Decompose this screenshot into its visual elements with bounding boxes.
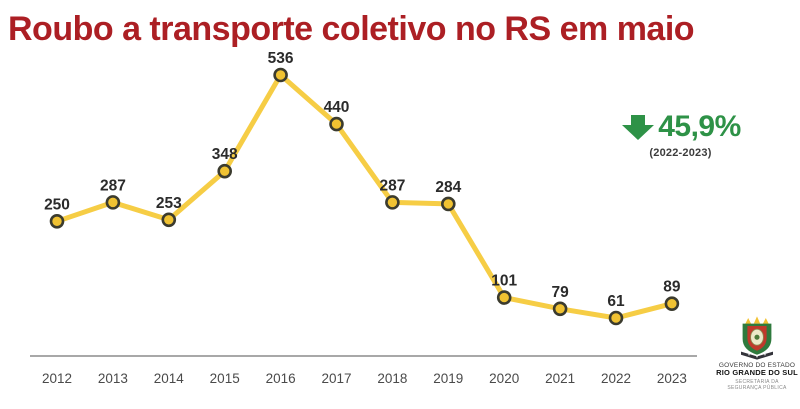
data-label: 250 xyxy=(44,196,70,213)
data-label: 101 xyxy=(491,273,517,290)
data-point xyxy=(273,67,288,83)
x-tick-label: 2016 xyxy=(266,371,296,386)
data-point xyxy=(329,116,344,132)
data-point xyxy=(385,195,400,210)
chart-title: Roubo a transporte coletivo no RS em mai… xyxy=(8,10,695,48)
government-logo: GOVERNO DO ESTADO RIO GRANDE DO SUL SECR… xyxy=(716,316,798,392)
rs-coat-of-arms-icon xyxy=(741,316,773,360)
x-tick-label: 2020 xyxy=(489,371,519,386)
x-tick-label: 2012 xyxy=(42,371,72,386)
data-point xyxy=(608,310,624,326)
x-tick-label: 2017 xyxy=(321,371,351,386)
stat-row: 45,9% xyxy=(618,110,743,144)
data-point xyxy=(664,296,680,311)
x-tick-label: 2015 xyxy=(210,371,240,386)
data-point xyxy=(552,301,568,317)
data-label: 348 xyxy=(212,146,238,163)
x-tick-label: 2023 xyxy=(657,371,687,386)
data-label: 253 xyxy=(156,195,182,212)
logo-text-governo: GOVERNO DO ESTADO xyxy=(718,362,796,369)
x-tick-label: 2013 xyxy=(98,371,128,386)
data-point xyxy=(105,195,121,210)
data-label: 61 xyxy=(607,293,625,310)
x-tick-label: 2018 xyxy=(377,371,407,386)
data-label: 287 xyxy=(100,177,126,194)
data-label: 536 xyxy=(268,50,294,67)
line-series xyxy=(54,72,675,321)
x-tick-label: 2021 xyxy=(545,371,575,386)
data-label: 284 xyxy=(435,179,461,196)
logo-text-seguranca: SEGURANÇA PÚBLICA xyxy=(727,384,787,391)
data-point xyxy=(49,214,65,229)
data-label: 89 xyxy=(663,279,681,296)
x-tick-label: 2019 xyxy=(433,371,463,386)
data-point xyxy=(440,196,456,212)
data-point xyxy=(496,290,512,305)
x-tick-label: 2022 xyxy=(601,371,631,386)
logo-text-secretaria: SECRETARIA DA xyxy=(735,379,779,386)
x-tick-label: 2014 xyxy=(154,371,185,386)
stat-value: 45,9% xyxy=(658,110,741,143)
data-label: 79 xyxy=(551,284,569,301)
stat-decrease: 45,9% (2022-2023) xyxy=(618,110,743,159)
data-label: 287 xyxy=(379,177,405,194)
down-arrow-icon xyxy=(622,115,655,140)
logo-text-rio-grande: RIO GRANDE DO SUL xyxy=(716,368,798,378)
data-point xyxy=(217,163,232,179)
data-label: 440 xyxy=(324,99,350,116)
data-point xyxy=(161,212,177,228)
stat-period: (2022-2023) xyxy=(649,147,712,159)
